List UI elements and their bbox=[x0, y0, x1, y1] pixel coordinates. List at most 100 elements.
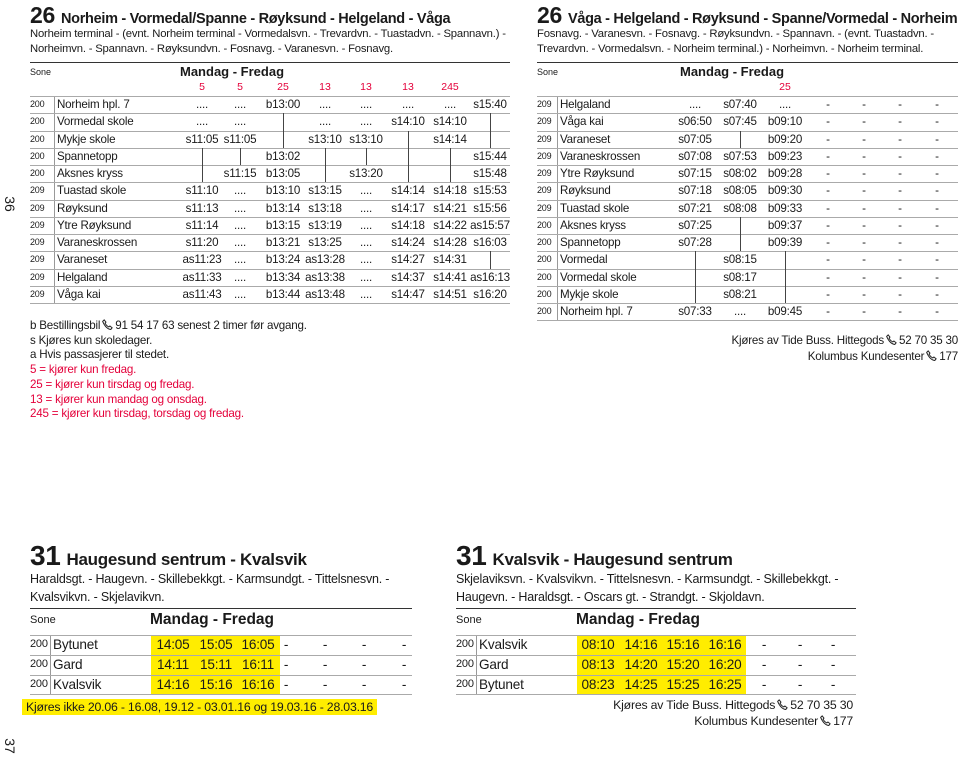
departure: 15:05 bbox=[199, 637, 233, 652]
note: Kolumbus Kundesenter 177 bbox=[808, 350, 958, 363]
pass-line bbox=[785, 251, 786, 269]
column-note: 13 bbox=[360, 81, 372, 93]
route-title: Kvalsvik - Haugesund sentrum bbox=[492, 550, 733, 569]
departure: - bbox=[862, 218, 866, 232]
zone: 200 bbox=[537, 271, 552, 282]
departure: s14:22 bbox=[433, 218, 467, 232]
zone: 200 bbox=[30, 150, 45, 161]
stop-name: Varaneskrossen bbox=[560, 149, 641, 163]
departure: 08:13 bbox=[581, 656, 615, 672]
departure: - bbox=[935, 253, 939, 267]
note-text: 245 = kjører kun tirsdag, torsdag og fre… bbox=[30, 407, 244, 421]
via-line: Trevardvn. - Vormedalsvn. - Norheim term… bbox=[537, 43, 924, 55]
departure: - bbox=[898, 132, 902, 146]
note: s Kjøres kun skoledager. bbox=[30, 334, 152, 347]
departure: s16:20 bbox=[473, 287, 507, 301]
row-rule bbox=[537, 303, 958, 304]
departure: .... bbox=[233, 115, 247, 129]
zone-header: Sone bbox=[30, 67, 52, 77]
route-number: 26 bbox=[30, 2, 55, 28]
page-number: 36 bbox=[1, 196, 18, 212]
note-text: b Bestillingsbil bbox=[30, 319, 101, 332]
days: Mandag - Fredag bbox=[180, 64, 285, 79]
departure: - bbox=[862, 287, 866, 301]
departure: - bbox=[898, 270, 902, 284]
note-phone: 177 bbox=[939, 350, 958, 363]
departure: s13:25 bbox=[308, 236, 342, 249]
departure: as11:43 bbox=[182, 287, 222, 301]
pass-line bbox=[202, 165, 203, 183]
departure: - bbox=[898, 236, 902, 249]
departure: - bbox=[283, 676, 289, 692]
departure: .... bbox=[233, 98, 247, 111]
departure: 15:25 bbox=[666, 676, 700, 692]
zone: 209 bbox=[30, 288, 45, 299]
zone: 200 bbox=[30, 168, 45, 178]
zone: 209 bbox=[537, 133, 552, 144]
via-line: Fosnavg. - Varanesvn. - Fosnavg. - Røyks… bbox=[537, 28, 934, 40]
departure: - bbox=[898, 184, 902, 198]
pass-line bbox=[785, 285, 786, 303]
pass-line bbox=[450, 165, 451, 183]
departure: - bbox=[862, 201, 866, 215]
departure: - bbox=[761, 637, 767, 652]
departure: s07:15 bbox=[678, 167, 712, 180]
zone: 200 bbox=[30, 657, 48, 670]
departure: - bbox=[935, 132, 939, 146]
note-text: s Kjøres kun skoledager. bbox=[30, 333, 153, 347]
title: 26 Våga - Helgeland - Røyksund - Spanne/V… bbox=[537, 2, 958, 29]
zone: 200 bbox=[537, 254, 552, 265]
row-rule bbox=[30, 113, 510, 115]
stop-name: Helgaland bbox=[57, 270, 108, 284]
pass-line bbox=[325, 147, 326, 165]
stop-name: Vormedal bbox=[560, 253, 608, 267]
departure: - bbox=[935, 184, 939, 198]
header-rule bbox=[537, 62, 958, 63]
departure: - bbox=[935, 287, 939, 301]
pass-line bbox=[695, 268, 696, 286]
departure: - bbox=[898, 201, 902, 215]
departure: - bbox=[830, 656, 836, 672]
row-rule bbox=[30, 216, 510, 218]
note-text: 13 = kjører kun mandag og onsdag. bbox=[30, 392, 207, 406]
departure: - bbox=[898, 115, 902, 129]
departure: - bbox=[401, 676, 407, 692]
departure: s08:21 bbox=[723, 287, 757, 301]
departure: - bbox=[361, 676, 367, 692]
departure: - bbox=[826, 98, 830, 111]
departure: 16:20 bbox=[708, 656, 742, 672]
zone: 200 bbox=[30, 677, 48, 690]
phone-shape bbox=[820, 715, 831, 726]
departure: s14:10 bbox=[433, 115, 467, 129]
stop-name: Tuastad skole bbox=[560, 201, 630, 215]
stop-name: Varaneskrossen bbox=[57, 236, 138, 249]
departure: b13:24 bbox=[265, 253, 301, 267]
stop-name: Kvalsvik bbox=[53, 676, 102, 692]
column-note: 25 bbox=[779, 81, 791, 93]
departure: s11:15 bbox=[223, 167, 257, 180]
departure: - bbox=[826, 132, 830, 146]
departure: as11:23 bbox=[182, 253, 222, 267]
departure: b09:10 bbox=[767, 115, 803, 129]
departure: - bbox=[898, 253, 902, 267]
row-rule bbox=[30, 182, 510, 184]
pass-line bbox=[366, 147, 367, 165]
via-line: Norheim terminal - (evnt. Norheim termin… bbox=[30, 28, 506, 40]
zone: 209 bbox=[537, 99, 552, 109]
departure: s13:20 bbox=[349, 167, 383, 180]
departure: - bbox=[862, 184, 866, 198]
departure: b09:20 bbox=[767, 132, 803, 146]
departure: b09:33 bbox=[767, 201, 803, 215]
departure: - bbox=[826, 270, 830, 284]
departure: .... bbox=[359, 253, 373, 267]
zone: 209 bbox=[30, 237, 45, 247]
zone: 209 bbox=[30, 271, 45, 282]
departure: 08:23 bbox=[581, 676, 615, 692]
zone: 200 bbox=[537, 219, 552, 230]
departure: - bbox=[898, 98, 902, 111]
row-rule bbox=[456, 674, 856, 676]
departure: - bbox=[797, 656, 803, 672]
departure: s11:14 bbox=[185, 218, 219, 232]
departure: .... bbox=[233, 184, 247, 198]
departure: .... bbox=[359, 201, 373, 215]
